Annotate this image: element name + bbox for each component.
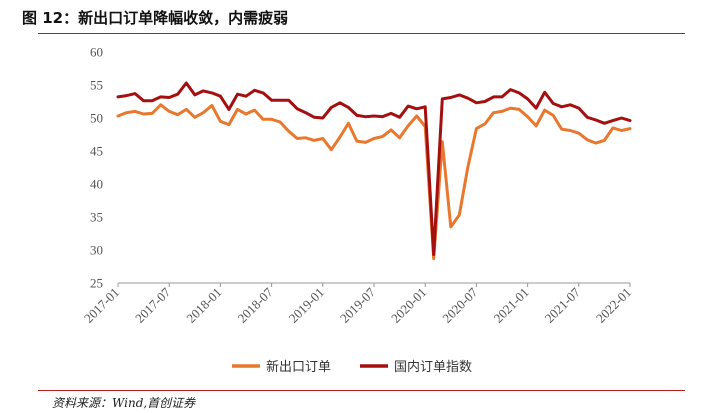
x-tick-label: 2017-07 bbox=[132, 284, 174, 326]
y-tick-label: 55 bbox=[90, 78, 103, 93]
x-tick-label: 2018-01 bbox=[183, 285, 224, 326]
x-tick-label: 2017-01 bbox=[81, 285, 122, 326]
x-tick-label: 2019-07 bbox=[337, 284, 379, 326]
x-tick-label: 2021-01 bbox=[490, 285, 531, 326]
legend: 新出口订单 国内订单指数 bbox=[232, 359, 472, 375]
title-rule bbox=[38, 33, 685, 34]
series-line-2 bbox=[116, 81, 632, 257]
x-tick-label: 2022-01 bbox=[593, 285, 634, 326]
series-line-1 bbox=[116, 103, 632, 261]
x-tick-label: 2018-07 bbox=[234, 284, 276, 326]
x-tick-label: 2019-01 bbox=[286, 285, 327, 326]
y-tick-label: 35 bbox=[90, 210, 103, 225]
y-tick-label: 60 bbox=[90, 45, 103, 60]
source-rule bbox=[38, 390, 685, 391]
figure-title: 图 12：新出口订单降幅收敛，内需疲弱 bbox=[22, 9, 289, 27]
x-tick-label: 2020-07 bbox=[439, 284, 481, 326]
y-tick-label: 25 bbox=[90, 276, 103, 291]
x-tick-label: 2020-01 bbox=[388, 285, 429, 326]
legend-label-2: 国内订单指数 bbox=[394, 359, 472, 375]
y-axis: 25 30 35 40 45 50 55 60 bbox=[90, 45, 103, 291]
y-tick-label: 50 bbox=[90, 111, 103, 126]
x-tick-label: 2021-07 bbox=[542, 284, 584, 326]
source-note: 资料来源：Wind,首创证券 bbox=[52, 396, 196, 410]
x-axis: 2017-01 2017-07 2018-01 2018-07 2019-01 2019-… bbox=[81, 282, 634, 326]
y-tick-label: 30 bbox=[90, 243, 103, 258]
plot-lines bbox=[116, 81, 632, 261]
legend-label-1: 新出口订单 bbox=[266, 359, 331, 375]
y-tick-label: 45 bbox=[90, 144, 103, 159]
y-tick-label: 40 bbox=[90, 177, 103, 192]
